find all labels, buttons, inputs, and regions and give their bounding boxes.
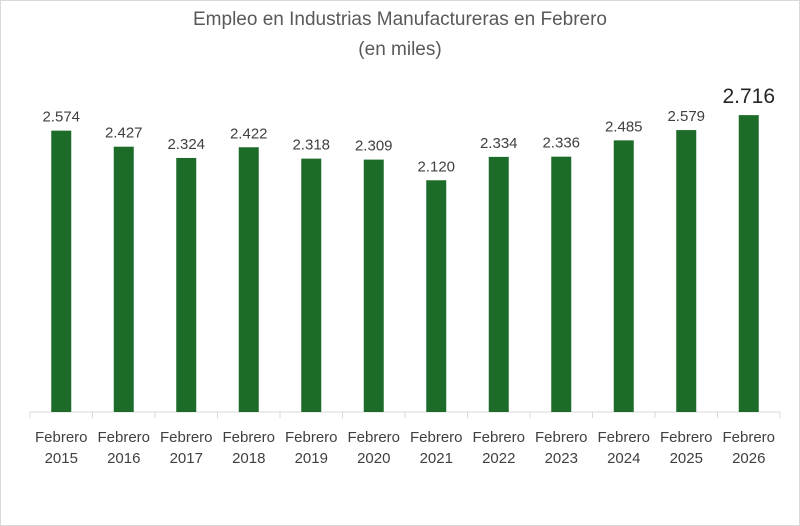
x-tick-label: Febrero 2020 xyxy=(347,429,400,467)
bar-febrero-2019 xyxy=(301,158,322,412)
x-tick-label: Febrero 2023 xyxy=(535,429,588,467)
x-tick-label: Febrero 2019 xyxy=(285,429,338,467)
bar-febrero-2017 xyxy=(176,157,197,412)
x-tick-label: Febrero 2021 xyxy=(410,429,463,467)
chart-subtitle: (en miles) xyxy=(358,39,442,60)
bar-febrero-2024 xyxy=(613,140,634,412)
bar-febrero-2021 xyxy=(426,180,447,412)
data-label: 2.324 xyxy=(167,136,205,153)
x-tick-label: Febrero 2025 xyxy=(660,429,713,467)
x-tick-label: Febrero 2018 xyxy=(222,429,275,467)
data-label: 2.309 xyxy=(355,138,393,155)
data-label: 2.716 xyxy=(722,85,775,108)
bar-febrero-2020 xyxy=(363,159,384,412)
chart-title: Empleo en Industrias Manufactureras en F… xyxy=(193,9,607,30)
data-label: 2.422 xyxy=(230,125,268,142)
data-label: 2.336 xyxy=(542,135,580,152)
bar-febrero-2015 xyxy=(51,130,72,412)
bar-febrero-2016 xyxy=(113,146,134,412)
bar-febrero-2025 xyxy=(676,130,697,412)
bar-febrero-2023 xyxy=(551,156,572,412)
data-label: 2.120 xyxy=(417,158,455,175)
x-tick-label: Febrero 2024 xyxy=(597,429,650,467)
x-tick-label: Febrero 2015 xyxy=(35,429,88,467)
x-tick-label: Febrero 2022 xyxy=(472,429,525,467)
x-tick-label: Febrero 2016 xyxy=(97,429,150,467)
data-label: 2.574 xyxy=(42,109,80,126)
data-label: 2.318 xyxy=(292,137,330,154)
data-label: 2.485 xyxy=(605,118,643,135)
bar-febrero-2026 xyxy=(738,115,759,413)
bar-febrero-2022 xyxy=(488,156,509,412)
data-label: 2.427 xyxy=(105,125,143,142)
data-label: 2.334 xyxy=(480,135,518,152)
data-label: 2.579 xyxy=(667,108,705,125)
bar-febrero-2018 xyxy=(238,147,259,412)
x-tick-label: Febrero 2026 xyxy=(722,429,775,467)
x-tick-label: Febrero 2017 xyxy=(160,429,213,467)
